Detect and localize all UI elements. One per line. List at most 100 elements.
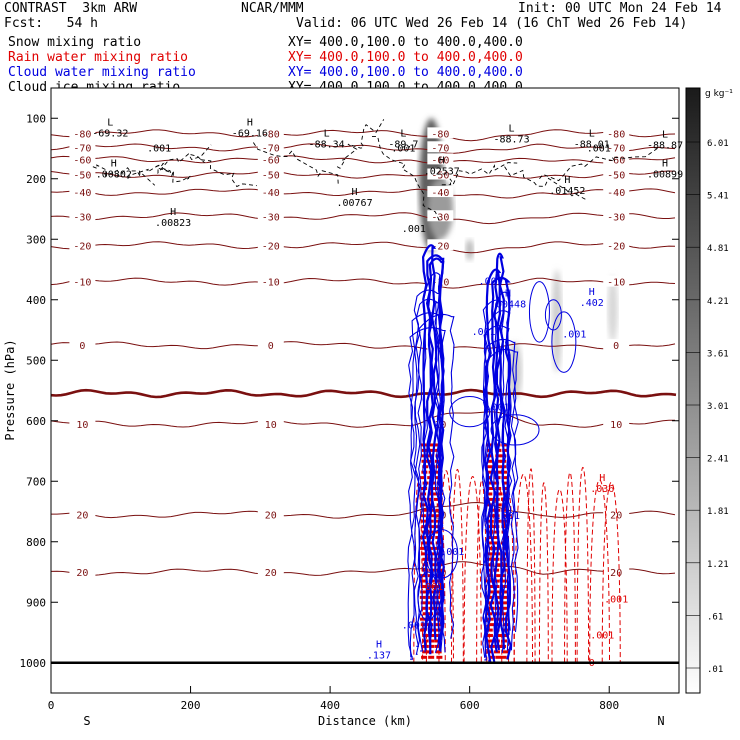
rain-contour-13 bbox=[576, 466, 590, 663]
rain-contour-12 bbox=[564, 472, 576, 663]
rain-core-mark bbox=[501, 617, 508, 621]
temperature-label: -20 bbox=[262, 241, 280, 252]
temperature-label-bg bbox=[257, 508, 284, 520]
cloud-ice-extremum-marker-10: H bbox=[439, 156, 445, 167]
cloud-ice-label-2: -88.34 bbox=[309, 139, 345, 150]
rain-core-mark bbox=[501, 443, 508, 447]
rain-core-mark bbox=[420, 546, 427, 550]
cloud-ice-contour-2 bbox=[190, 154, 257, 188]
cloud-water-label-8: .001 bbox=[402, 620, 426, 631]
rain-core-mark bbox=[420, 503, 427, 507]
plot-frame bbox=[50, 87, 680, 694]
rain-core-mark bbox=[427, 497, 434, 501]
temperature-label-bg bbox=[257, 339, 284, 351]
cloud-water-contour bbox=[427, 257, 445, 644]
rain-core-mark bbox=[487, 465, 494, 469]
cloud-ice-contour-1 bbox=[127, 144, 212, 179]
rain-core-mark bbox=[435, 650, 442, 654]
cloud-water-label-0: .001 bbox=[479, 277, 503, 288]
rain-core-mark bbox=[434, 628, 441, 632]
cloud-ice-extremum-marker-9: H bbox=[352, 187, 358, 198]
cloud-water-blob-1 bbox=[551, 311, 577, 373]
temperature-label: -40 bbox=[431, 188, 449, 199]
cloud-ice-label-0: -69.32 bbox=[92, 128, 128, 139]
temperature-label-bg bbox=[603, 339, 630, 351]
temperature-label: 0 bbox=[613, 341, 619, 352]
rain-core-mark bbox=[420, 628, 427, 632]
temperature-label-bg bbox=[257, 127, 284, 139]
rain-label-4: .001 bbox=[419, 582, 443, 593]
rain-core-mark bbox=[434, 443, 441, 447]
rain-core-mark bbox=[495, 470, 502, 474]
temperature-label: -60 bbox=[431, 155, 449, 166]
temperature-label-bg bbox=[69, 417, 96, 429]
rain-core-mark bbox=[502, 595, 509, 599]
temperature-label-bg bbox=[69, 141, 96, 153]
colorbar-label: 6.01 bbox=[707, 139, 729, 149]
temperature-label: -70 bbox=[73, 143, 91, 154]
cloud-ice-extremum-marker-0: L bbox=[107, 117, 113, 128]
rain-core-mark bbox=[488, 497, 495, 501]
temperature-label-bg bbox=[257, 141, 284, 153]
rain-core-mark bbox=[433, 497, 440, 501]
rain-core-mark bbox=[494, 595, 501, 599]
snow-shade-5 bbox=[508, 342, 523, 400]
colorbar-label: .01 bbox=[707, 665, 723, 675]
temperature-label-bg bbox=[69, 508, 96, 520]
temperature-contour-3 bbox=[50, 170, 676, 179]
cloud-ice-extremum-marker-3: L bbox=[400, 128, 406, 139]
cloud-water-contour bbox=[484, 268, 503, 663]
cloud-ice-label-14: .001 bbox=[391, 144, 415, 155]
temperature-label-bg bbox=[257, 153, 284, 165]
cloud-ice-extremum-marker-8: H bbox=[170, 207, 176, 218]
rain-core-mark bbox=[420, 601, 427, 605]
cloud-water-blob-0 bbox=[528, 281, 550, 343]
temperature-label: -20 bbox=[73, 241, 91, 252]
rain-core-mark bbox=[493, 481, 500, 485]
rain-core-mark bbox=[495, 601, 502, 605]
rain-core-mark bbox=[502, 487, 509, 491]
y-tick-label: 1000 bbox=[20, 657, 47, 670]
temperature-label: -40 bbox=[73, 188, 91, 199]
freezing-level-line bbox=[50, 388, 677, 399]
cloud-ice-extremum-marker-6: L bbox=[662, 130, 668, 141]
snow-shade-4 bbox=[607, 275, 618, 343]
rain-core-mark bbox=[428, 639, 435, 643]
temperature-label: -10 bbox=[607, 278, 625, 289]
temperature-label-bg bbox=[257, 566, 284, 577]
cloud-ice-label-6: -88.87 bbox=[647, 141, 683, 152]
temperature-label-bg bbox=[427, 127, 454, 139]
rain-core-mark bbox=[502, 650, 509, 654]
cloud-ice-extremum-marker-1: H bbox=[247, 117, 253, 128]
rain-core-mark bbox=[486, 557, 493, 561]
colorbar-label: 1.21 bbox=[707, 560, 729, 570]
rain-core-mark bbox=[495, 503, 502, 507]
temperature-label: 10 bbox=[76, 420, 88, 431]
y-tick-label: 500 bbox=[26, 354, 46, 367]
temperature-label: -30 bbox=[73, 212, 91, 223]
rain-core-mark bbox=[421, 655, 428, 659]
cloud-water-contour bbox=[489, 276, 512, 663]
rain-contour-8 bbox=[513, 474, 534, 663]
temperature-label: -50 bbox=[431, 171, 449, 182]
rain-core-mark bbox=[495, 492, 502, 496]
cloud-water-blob-6 bbox=[544, 299, 562, 331]
temperature-label-bg bbox=[603, 566, 630, 577]
temperature-label: -80 bbox=[262, 129, 280, 140]
rain-core-mark bbox=[435, 465, 442, 469]
temperature-label: -60 bbox=[262, 155, 280, 166]
temperature-label-bg bbox=[603, 417, 630, 429]
rain-core-mark bbox=[487, 487, 494, 491]
temperature-label: -70 bbox=[262, 143, 280, 154]
header-valid-time: Valid: 06 UTC Wed 26 Feb 14 (16 ChT Wed … bbox=[296, 16, 688, 31]
y-tick-label: 400 bbox=[26, 294, 46, 307]
rain-core-mark bbox=[493, 530, 500, 534]
rain-label-0: .036 bbox=[590, 484, 614, 495]
rain-core-mark bbox=[421, 552, 428, 556]
colorbar-label: 5.41 bbox=[707, 192, 729, 202]
temperature-label: -60 bbox=[607, 155, 625, 166]
rain-core-mark bbox=[493, 612, 500, 616]
temperature-label-bg bbox=[69, 339, 96, 351]
cloud-ice-label-12: .00899 bbox=[647, 170, 683, 181]
temperature-label: -50 bbox=[262, 171, 280, 182]
